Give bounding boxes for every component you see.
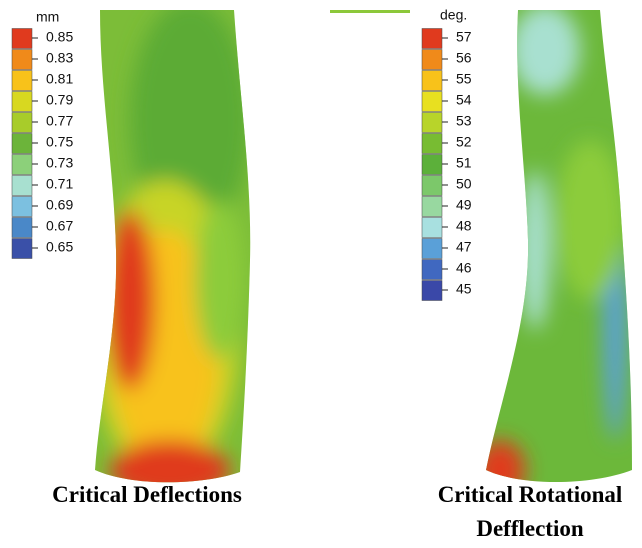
legend-swatch (12, 176, 32, 196)
legend-label: 0.83 (46, 50, 73, 66)
legend-swatch (422, 260, 442, 280)
legend-label: 0.79 (46, 92, 73, 108)
legend-swatch (422, 155, 442, 175)
legend-swatch (422, 92, 442, 112)
legend-swatch (422, 50, 442, 70)
legend-label: 0.71 (46, 176, 73, 192)
legend-label: 47 (456, 239, 472, 255)
legend-swatch (12, 197, 32, 217)
legend-swatch (422, 281, 442, 301)
legend-label: 50 (456, 176, 472, 192)
legend-swatch (12, 218, 32, 238)
legend-label: 53 (456, 113, 472, 129)
caption: Defflection (476, 516, 583, 541)
legend-swatch (422, 239, 442, 259)
legend-swatch (12, 134, 32, 154)
legend-swatch (422, 176, 442, 196)
legend-label: 52 (456, 134, 472, 150)
legend-label: 54 (456, 92, 472, 108)
legend-swatch (422, 113, 442, 133)
rotation-contour (475, 0, 640, 500)
legend-label: 0.75 (46, 134, 73, 150)
legend-label: 48 (456, 218, 472, 234)
legend-label: 45 (456, 281, 472, 297)
caption: Critical Rotational (438, 482, 623, 507)
artifact (330, 10, 410, 13)
deflection-contour (90, 0, 260, 500)
legend-swatch (422, 71, 442, 91)
legend-label: 0.81 (46, 71, 73, 87)
legend-swatch (422, 29, 442, 49)
legend-label: 0.67 (46, 218, 73, 234)
legend-label: 51 (456, 155, 472, 171)
legend-label: 56 (456, 50, 472, 66)
legend-swatch (12, 155, 32, 175)
legend-swatch (422, 218, 442, 238)
caption: Critical Deflections (52, 482, 242, 507)
legend-unit: deg. (440, 7, 467, 23)
legend-unit: mm (36, 9, 59, 25)
legend-label: 0.73 (46, 155, 73, 171)
legend-swatch (12, 50, 32, 70)
legend-swatch (422, 134, 442, 154)
legend-label: 0.85 (46, 29, 73, 45)
legend-label: 55 (456, 71, 472, 87)
legend-label: 0.77 (46, 113, 73, 129)
legend-swatch (12, 113, 32, 133)
legend-swatch (12, 29, 32, 49)
legend-swatch (12, 71, 32, 91)
legend-label: 57 (456, 29, 472, 45)
legend-label: 0.65 (46, 239, 73, 255)
legend-label: 49 (456, 197, 472, 213)
figure: mm 0.85 0.83 0.81 0.79 0.77 0.75 0.73 0.71 0.69 0.… (0, 0, 642, 548)
legend-label: 0.69 (46, 197, 73, 213)
legend-label: 46 (456, 260, 472, 276)
legend-swatch (422, 197, 442, 217)
legend-swatch (12, 92, 32, 112)
legend-swatch (12, 239, 32, 259)
